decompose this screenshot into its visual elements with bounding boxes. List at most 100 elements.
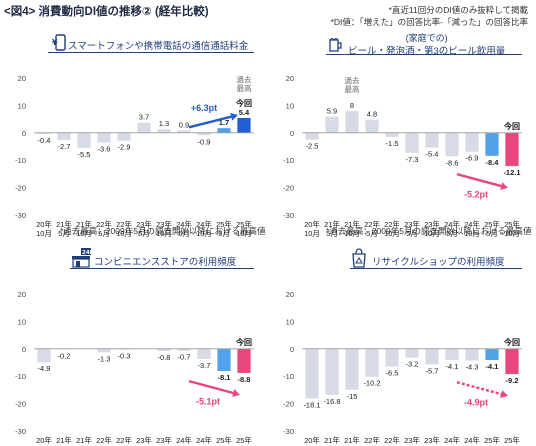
change-arrow bbox=[189, 381, 233, 393]
data-label: 3.7 bbox=[139, 113, 149, 122]
bar-chart-beer: 20100-10-20-30-2.55.984.8-1.5-7.3-5.4-8.… bbox=[272, 30, 532, 230]
data-label: -8.6 bbox=[446, 158, 459, 167]
data-label: -4.1 bbox=[446, 362, 459, 371]
data-label: -2.5 bbox=[306, 142, 319, 151]
data-label: -3.7 bbox=[198, 361, 211, 370]
data-label: -7.3 bbox=[406, 155, 419, 164]
y-tick-label: -20 bbox=[15, 400, 26, 409]
data-label: 5.9 bbox=[327, 107, 337, 116]
change-arrow-head bbox=[232, 389, 240, 397]
y-tick-label: 10 bbox=[286, 317, 294, 326]
data-label: -16.8 bbox=[323, 397, 340, 406]
y-tick-label: -30 bbox=[283, 427, 294, 436]
data-label: -4.1 bbox=[486, 362, 499, 371]
data-label: -2.7 bbox=[58, 142, 71, 151]
data-label: -18.1 bbox=[303, 400, 320, 409]
y-tick-label: 0 bbox=[290, 129, 294, 138]
y-tick-label: 0 bbox=[22, 345, 26, 354]
bar-chart-smartphone: 20100-10-20-30-0.4-2.7-5.5-3.6-2.93.71.3… bbox=[4, 30, 264, 230]
notes: *直近11回分のDI値のみ抜粋して掲載 *DI値：「増えた」の回答比率-「減った… bbox=[331, 4, 528, 28]
bar bbox=[365, 120, 378, 133]
bar bbox=[77, 133, 90, 148]
change-arrow bbox=[457, 382, 501, 394]
data-label: -0.2 bbox=[58, 351, 71, 360]
bar bbox=[485, 133, 498, 156]
y-tick-label: -20 bbox=[283, 184, 294, 193]
change-label: -4.9pt bbox=[464, 398, 488, 408]
data-label: -5.7 bbox=[426, 366, 439, 375]
bar bbox=[345, 349, 358, 390]
y-tick-label: -20 bbox=[283, 400, 294, 409]
bar bbox=[217, 128, 230, 133]
change-arrow-head bbox=[500, 182, 508, 190]
bar bbox=[385, 349, 398, 367]
data-label: -9.2 bbox=[506, 376, 519, 385]
data-label: -1.3 bbox=[98, 354, 111, 363]
y-tick-label: -30 bbox=[15, 427, 26, 436]
bar bbox=[385, 133, 398, 137]
data-label: -6.5 bbox=[386, 369, 399, 378]
data-label: -0.9 bbox=[198, 137, 211, 146]
data-label: -2.9 bbox=[118, 143, 131, 152]
data-label: 4.8 bbox=[367, 110, 377, 119]
y-tick-label: -30 bbox=[15, 211, 26, 220]
data-label: -0.7 bbox=[178, 353, 191, 362]
y-tick-label: 10 bbox=[18, 101, 26, 110]
data-label: -4.3 bbox=[466, 363, 479, 372]
current-label: 今回 bbox=[235, 98, 252, 108]
bar bbox=[465, 133, 478, 152]
data-label: -0.4 bbox=[38, 136, 51, 145]
change-label: +6.3pt bbox=[191, 103, 217, 113]
bar bbox=[237, 118, 250, 133]
note-1: *直近11回分のDI値のみ抜粋して掲載 bbox=[331, 4, 528, 16]
record-high-label: 過去最高 bbox=[237, 74, 252, 93]
bar bbox=[365, 349, 378, 377]
y-tick-label: 0 bbox=[22, 129, 26, 138]
change-arrow-head bbox=[500, 390, 508, 398]
bar bbox=[117, 133, 130, 141]
bar bbox=[345, 111, 358, 133]
bar bbox=[425, 133, 438, 148]
change-arrow-head bbox=[230, 113, 238, 121]
record-high-label: 過去最高 bbox=[345, 75, 360, 94]
y-tick-label: -30 bbox=[283, 211, 294, 220]
bar bbox=[197, 349, 210, 359]
y-tick-label: 20 bbox=[18, 290, 26, 299]
y-tick-label: 0 bbox=[290, 345, 294, 354]
bar bbox=[405, 349, 418, 358]
data-label: -6.9 bbox=[466, 154, 479, 163]
bar bbox=[305, 349, 318, 399]
data-label: -15 bbox=[347, 392, 358, 401]
y-tick-label: -10 bbox=[283, 372, 294, 381]
data-label: -8.1 bbox=[218, 373, 231, 382]
data-label: -3.6 bbox=[98, 145, 111, 154]
y-tick-label: -10 bbox=[15, 156, 26, 165]
data-label: -5.5 bbox=[78, 150, 91, 159]
y-tick-label: -20 bbox=[15, 184, 26, 193]
current-label: 今回 bbox=[503, 337, 520, 347]
data-label: 8 bbox=[350, 101, 354, 110]
current-label: 今回 bbox=[503, 121, 520, 131]
change-arrow bbox=[457, 174, 501, 186]
note-2: *DI値：「増えた」の回答比率-「減った」の回答比率 bbox=[331, 16, 528, 28]
y-tick-label: 20 bbox=[286, 290, 294, 299]
y-tick-label: 10 bbox=[18, 317, 26, 326]
bar bbox=[97, 349, 110, 353]
data-label: 5.4 bbox=[239, 108, 250, 117]
data-label: -4.9 bbox=[38, 364, 51, 373]
bar bbox=[137, 123, 150, 133]
footnote-smartphone: *過去最高：2009年5月の調査開始以降における最高値 bbox=[60, 225, 265, 237]
bar bbox=[485, 349, 498, 360]
bar bbox=[57, 133, 70, 140]
bar bbox=[325, 349, 338, 395]
data-label: -12.1 bbox=[503, 168, 520, 177]
data-label: -5.4 bbox=[426, 150, 439, 159]
data-label: -1.5 bbox=[386, 139, 399, 148]
data-label: -8.4 bbox=[486, 158, 500, 167]
